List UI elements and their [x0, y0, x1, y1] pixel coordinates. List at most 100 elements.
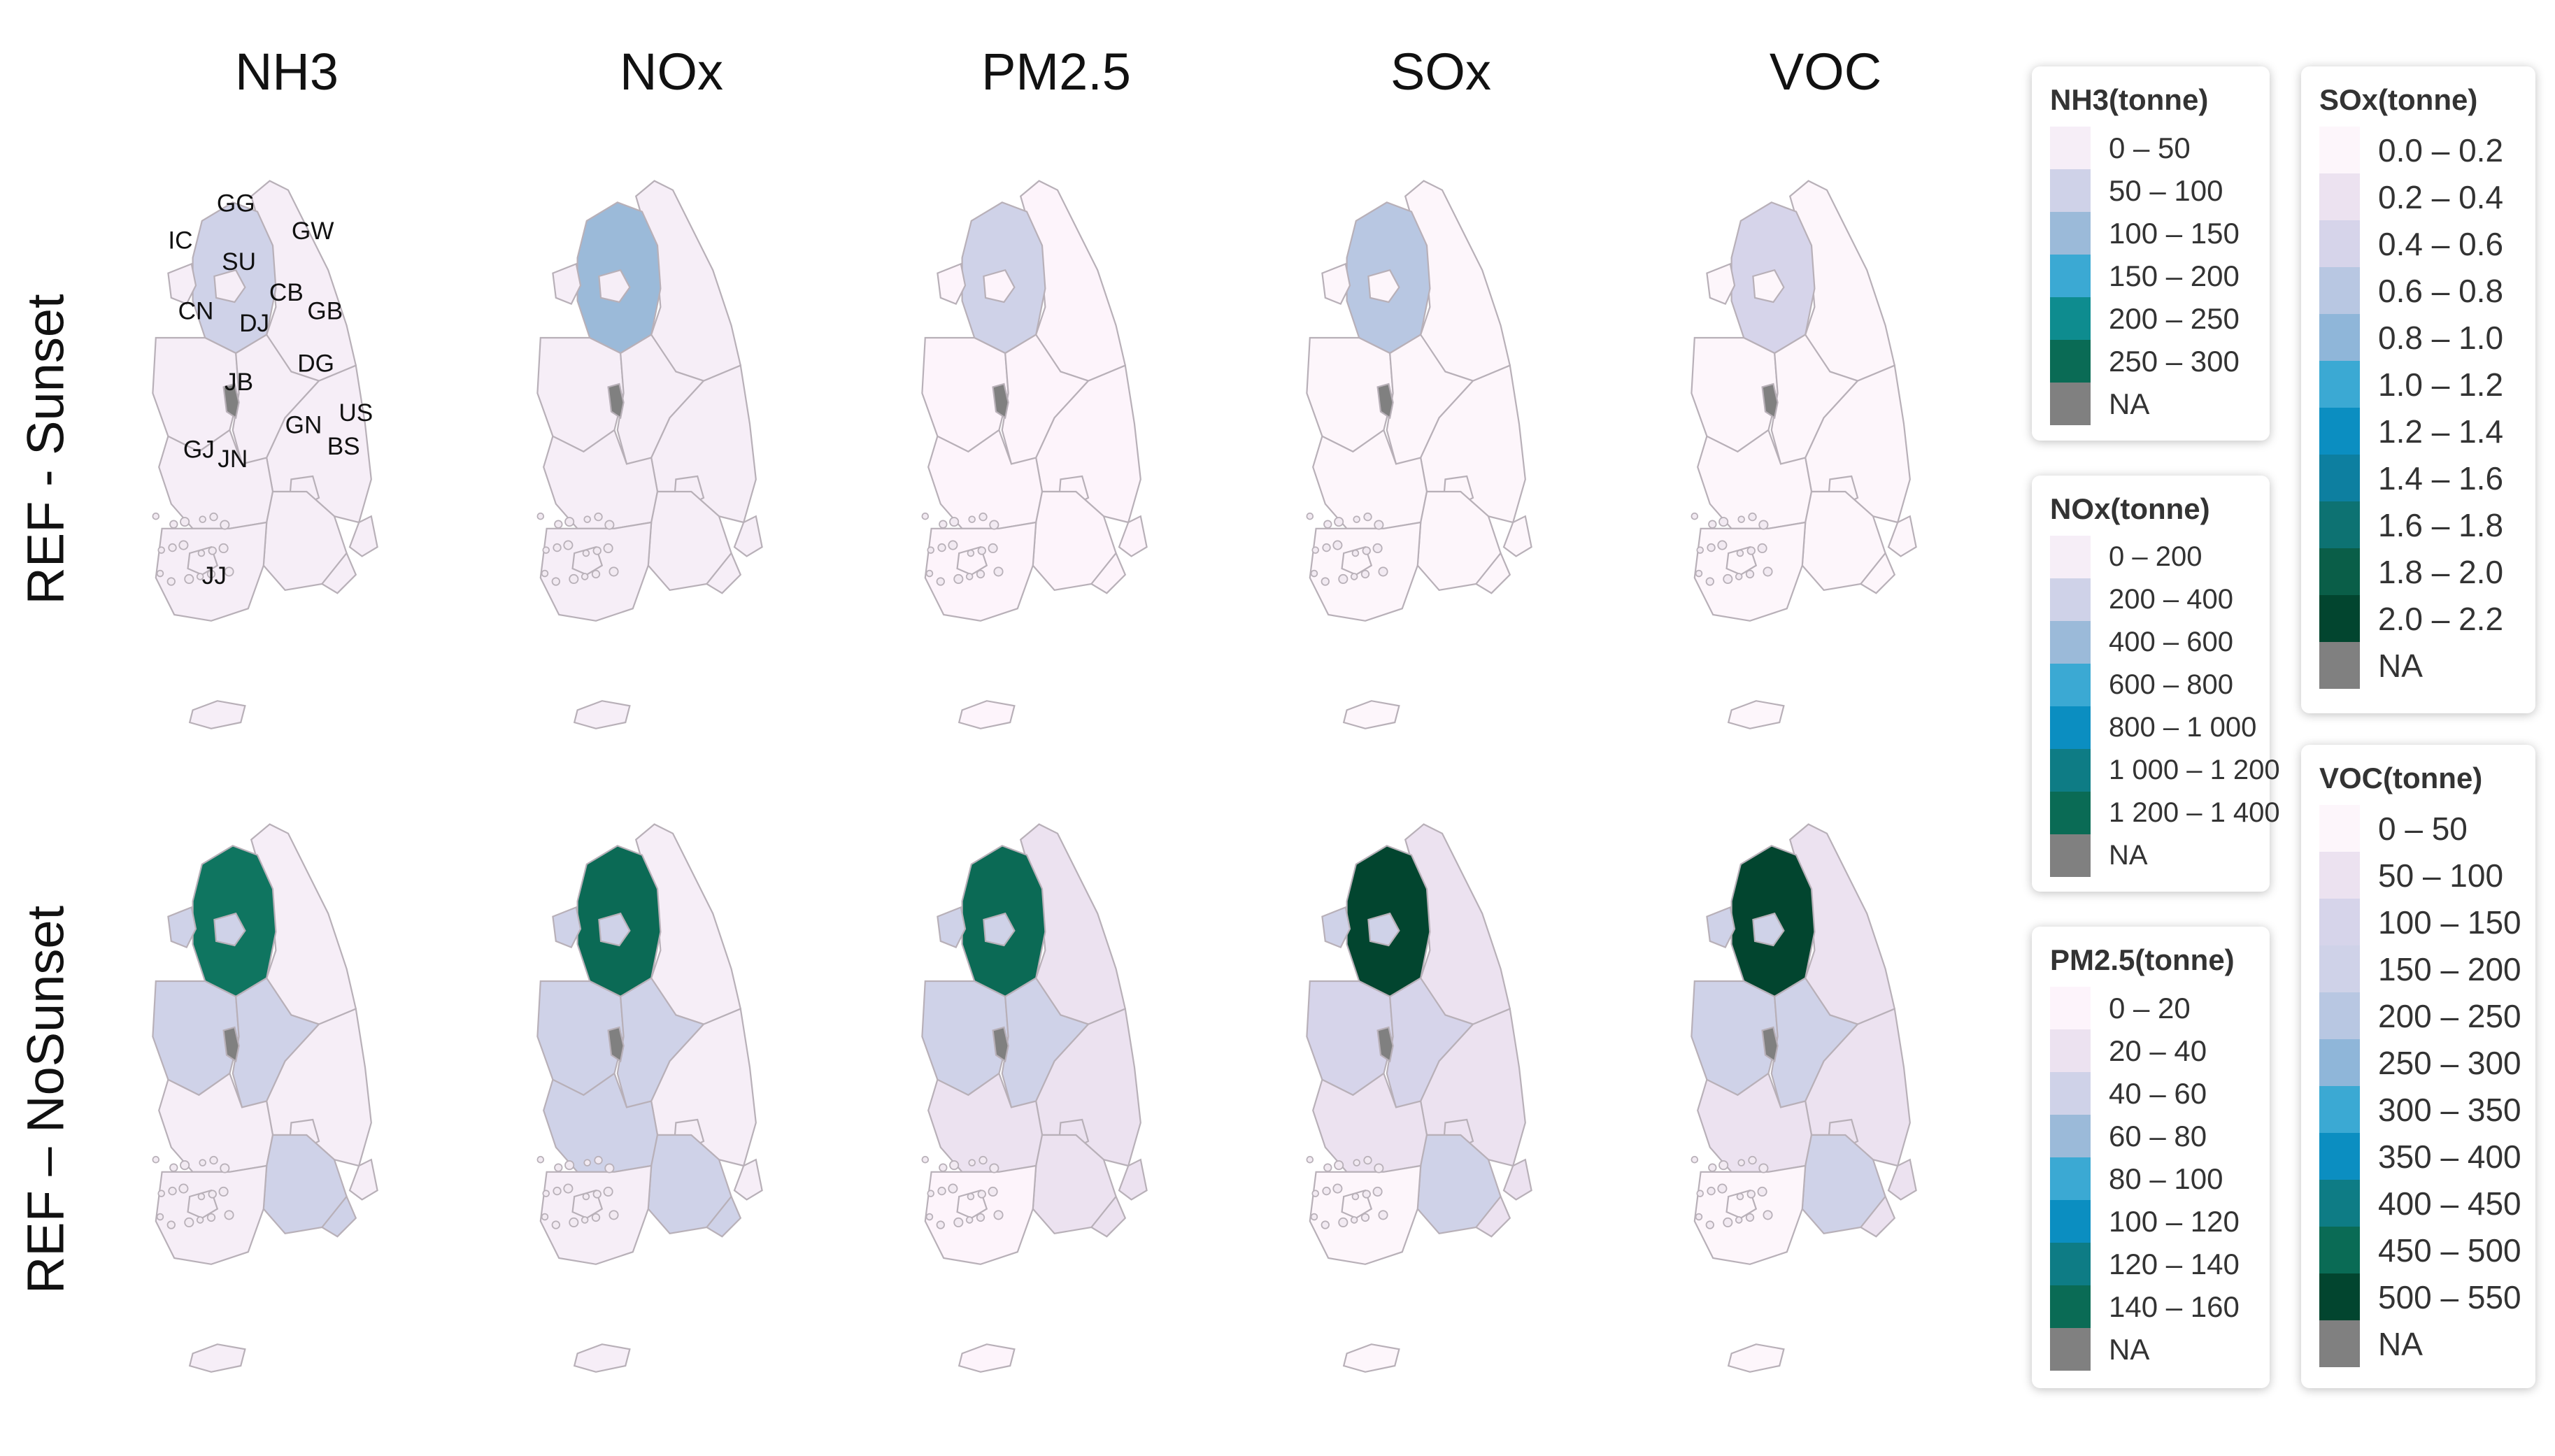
map-sunset-nox: [476, 122, 839, 738]
legend-title: PM2.5(tonne): [2050, 943, 2235, 976]
region-su: [1752, 912, 1785, 947]
legend-label: 100 – 150: [2378, 904, 2521, 941]
island-mark: [967, 549, 975, 557]
island-mark: [569, 573, 579, 584]
legend-swatch: [2319, 945, 2360, 992]
island-mark: [156, 1213, 164, 1221]
island-mark: [993, 1210, 1004, 1220]
island-mark: [1737, 1159, 1745, 1166]
island-mark: [156, 569, 164, 578]
island-mark: [1351, 1192, 1360, 1201]
legend-label: 80 – 100: [2109, 1162, 2223, 1195]
legend-label: 100 – 150: [2109, 216, 2240, 250]
legend-item: 0.4 – 0.6: [2319, 220, 2517, 267]
island-mark: [608, 1210, 619, 1220]
map-nosunset-nox: [476, 766, 839, 1381]
korea-map-svg: [536, 180, 763, 729]
legend-swatch: [2050, 987, 2091, 1029]
island-mark: [939, 1163, 948, 1172]
region-bs: [1859, 551, 1896, 594]
legend-item: 800 – 1 000: [2050, 706, 2256, 749]
island-mark: [1322, 543, 1331, 552]
island-mark: [594, 1155, 603, 1165]
island-mark: [542, 1190, 550, 1197]
island-mark: [1763, 1210, 1773, 1220]
row-title-nosunset: REF – NoSunset: [16, 905, 75, 1294]
region-label-gw: GW: [292, 217, 334, 245]
region-bs: [705, 1194, 742, 1238]
island-mark: [603, 1186, 613, 1197]
island-mark: [592, 546, 602, 555]
legend-item: 20 – 40: [2050, 1029, 2251, 1072]
row-title-sunset: REF - Sunset: [16, 294, 75, 605]
legend-swatch: [2050, 621, 2091, 664]
island-mark: [541, 569, 549, 578]
legend-swatch: [2319, 314, 2360, 361]
legend-swatch: [2050, 1115, 2091, 1157]
region-su: [598, 269, 631, 304]
island-mark: [1350, 573, 1358, 580]
island-mark: [977, 546, 986, 555]
island-mark: [1695, 569, 1703, 578]
region-label-jn: JN: [218, 445, 248, 473]
island-mark: [989, 1163, 999, 1173]
legend-item: 200 – 400: [2050, 578, 2251, 621]
legend-label: 200 – 400: [2109, 584, 2233, 615]
legend-swatch: [2319, 1086, 2360, 1133]
region-label-dj: DJ: [239, 310, 269, 337]
region-bs: [1859, 1194, 1896, 1238]
legend-item: 50 – 100: [2050, 169, 2251, 212]
legend-swatch: [2319, 899, 2360, 945]
region-su: [1752, 269, 1785, 304]
island-mark: [1332, 1183, 1343, 1194]
legend-item: 2.0 – 2.2: [2319, 595, 2517, 642]
legend-swatch: [2050, 1285, 2091, 1328]
region-dj: [992, 1026, 1009, 1063]
island-mark: [989, 520, 999, 530]
legend-item: NA: [2050, 383, 2251, 425]
legend-swatch: [2050, 536, 2091, 578]
legend-item: 1.2 – 1.4: [2319, 408, 2517, 455]
region-su: [598, 912, 631, 947]
region-bs: [320, 551, 357, 594]
island-mark: [592, 1190, 602, 1199]
island-mark: [936, 577, 945, 586]
island-mark: [1735, 573, 1743, 580]
island-mark: [948, 540, 958, 550]
legend-swatch: [2050, 383, 2091, 425]
island-mark: [1311, 546, 1319, 554]
island-mark: [591, 1213, 601, 1222]
region-label-dg: DG: [297, 350, 334, 377]
island-mark: [178, 1183, 189, 1194]
region-us: [1502, 515, 1532, 557]
island-mark: [936, 1220, 945, 1229]
legend-item: 200 – 250: [2050, 297, 2251, 340]
island-mark: [1321, 577, 1330, 586]
island-mark: [978, 512, 988, 522]
region-ic: [1321, 262, 1351, 305]
island-mark: [1717, 1183, 1728, 1194]
island-mark: [199, 515, 206, 523]
island-mark: [564, 1160, 575, 1171]
island-mark: [218, 543, 229, 553]
map-nosunset-sox: [1245, 766, 1609, 1381]
legend-swatch: [2050, 297, 2091, 340]
island-mark: [206, 569, 216, 579]
island-mark: [1378, 566, 1388, 577]
island-mark: [184, 573, 194, 584]
region-label-jb: JB: [225, 369, 253, 396]
legend-label: NA: [2109, 840, 2148, 871]
legend-swatch: [2050, 1328, 2091, 1371]
island-mark: [209, 1155, 218, 1165]
legend-swatch: [2319, 361, 2360, 408]
legend-swatch: [2319, 220, 2360, 267]
legend-item: 100 – 150: [2319, 899, 2521, 945]
legend-item: 300 – 350: [2319, 1086, 2521, 1133]
island-mark: [1306, 1155, 1314, 1164]
region-label-ic: IC: [168, 227, 192, 254]
legend-nox: NOx(tonne) 0 – 200 200 – 400 400 – 600 600 –…: [2032, 476, 2280, 892]
korea-map-svg: [1691, 823, 1917, 1373]
region-jj: [188, 700, 246, 729]
region-jj: [1342, 1343, 1400, 1373]
legend-item: 120 – 140: [2050, 1243, 2251, 1285]
